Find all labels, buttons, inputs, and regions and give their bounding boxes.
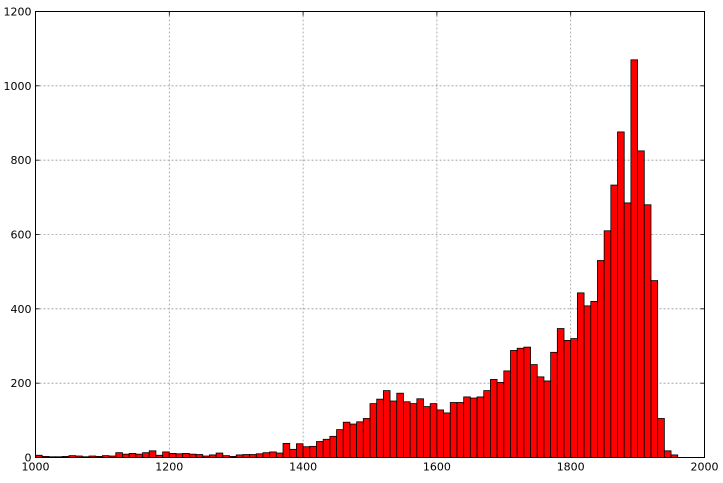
histogram-bar (610, 184, 618, 458)
histogram-bar (456, 402, 465, 458)
histogram-bar (362, 418, 371, 458)
histogram-bar (148, 450, 157, 458)
histogram-bar (409, 403, 418, 458)
histogram-bar (623, 202, 632, 458)
histogram-bar (523, 346, 531, 458)
x-tick-label: 1600 (423, 461, 451, 474)
histogram-bar (503, 370, 511, 458)
histogram-bar (329, 435, 337, 458)
histogram-bar (255, 453, 264, 458)
histogram-bar (543, 380, 552, 458)
histogram-bar (496, 382, 505, 458)
histogram-bar (423, 406, 431, 458)
histogram-bar (650, 280, 659, 458)
histogram-bar (657, 418, 665, 458)
y-tick-label: 1200 (4, 6, 32, 19)
x-tick-label: 1400 (289, 461, 317, 474)
histogram-bar (583, 305, 592, 458)
y-tick-label: 1000 (4, 80, 32, 93)
histogram-bar (188, 453, 197, 458)
x-axis-tick-labels: 1000 1200 1400 1600 1800 2000 (22, 461, 719, 474)
histogram-bar (356, 421, 364, 458)
histogram-bar (436, 409, 444, 458)
histogram-bar (349, 423, 358, 458)
histogram-bar (597, 260, 605, 458)
histogram-bar (429, 403, 438, 458)
histogram-bar (376, 398, 384, 458)
histogram-bar (463, 396, 471, 458)
histogram-bar (142, 452, 150, 458)
histogram-bars (35, 59, 679, 458)
histogram-bar (403, 401, 411, 458)
histogram-bar (663, 450, 672, 458)
histogram-bar (490, 379, 498, 458)
x-tick-label: 1200 (155, 461, 183, 474)
histogram-bar (637, 150, 645, 458)
histogram-bar (443, 412, 451, 458)
histogram-bar (476, 396, 485, 458)
histogram-bar (342, 421, 351, 458)
histogram-bar (269, 451, 277, 458)
y-tick-label: 200 (11, 377, 32, 390)
histogram-bar (122, 453, 130, 458)
x-tick-label: 1800 (557, 461, 585, 474)
histogram-bar (617, 131, 625, 458)
y-axis-tick-labels: 0 200 400 600 800 1000 1200 (4, 6, 32, 465)
histogram-bar (516, 347, 525, 458)
histogram-bar (510, 350, 518, 458)
histogram-bar (590, 300, 598, 458)
axis-ticks (35, 11, 705, 458)
x-tick-label: 1000 (22, 461, 50, 474)
histogram-bar (282, 442, 291, 458)
histogram-bar (382, 390, 391, 458)
histogram-bar (336, 429, 344, 458)
histogram-bar (182, 453, 190, 458)
histogram-bar (416, 398, 424, 458)
histogram-bar (128, 453, 137, 458)
histogram-bar (322, 438, 331, 458)
histogram-bar (162, 451, 170, 458)
histogram-bar (369, 403, 378, 458)
histogram-bar (289, 448, 297, 458)
histogram-bar (556, 328, 565, 458)
histogram-bar (389, 400, 398, 458)
histogram-bar (175, 453, 184, 458)
histogram-bar (630, 59, 638, 458)
histogram-bar (309, 445, 317, 458)
histogram-bar (302, 446, 311, 458)
histogram-bar (483, 390, 491, 458)
histogram-bar (530, 364, 538, 458)
y-tick-label: 800 (11, 154, 32, 167)
histogram-bar (316, 441, 324, 458)
histogram-bar (168, 453, 177, 458)
histogram-bar (262, 452, 271, 458)
histogram-bar (275, 452, 284, 458)
histogram-bar (643, 204, 652, 458)
histogram-bar (396, 392, 404, 458)
x-tick-label: 2000 (691, 461, 719, 474)
histogram-bar (115, 452, 123, 458)
y-tick-label: 0 (25, 452, 32, 465)
y-tick-label: 400 (11, 303, 32, 316)
y-tick-label: 600 (11, 229, 32, 242)
histogram-bar (215, 452, 224, 458)
histogram-bar (536, 376, 545, 458)
histogram-bar (469, 397, 478, 458)
histogram-bar (449, 402, 458, 458)
histogram-bar (603, 230, 612, 458)
histogram-bar (576, 292, 585, 458)
histogram-bar (563, 340, 572, 458)
histogram-bar (296, 443, 304, 458)
histogram-bar (135, 453, 143, 458)
histogram-bar (550, 351, 558, 458)
histogram-bar (570, 338, 578, 458)
